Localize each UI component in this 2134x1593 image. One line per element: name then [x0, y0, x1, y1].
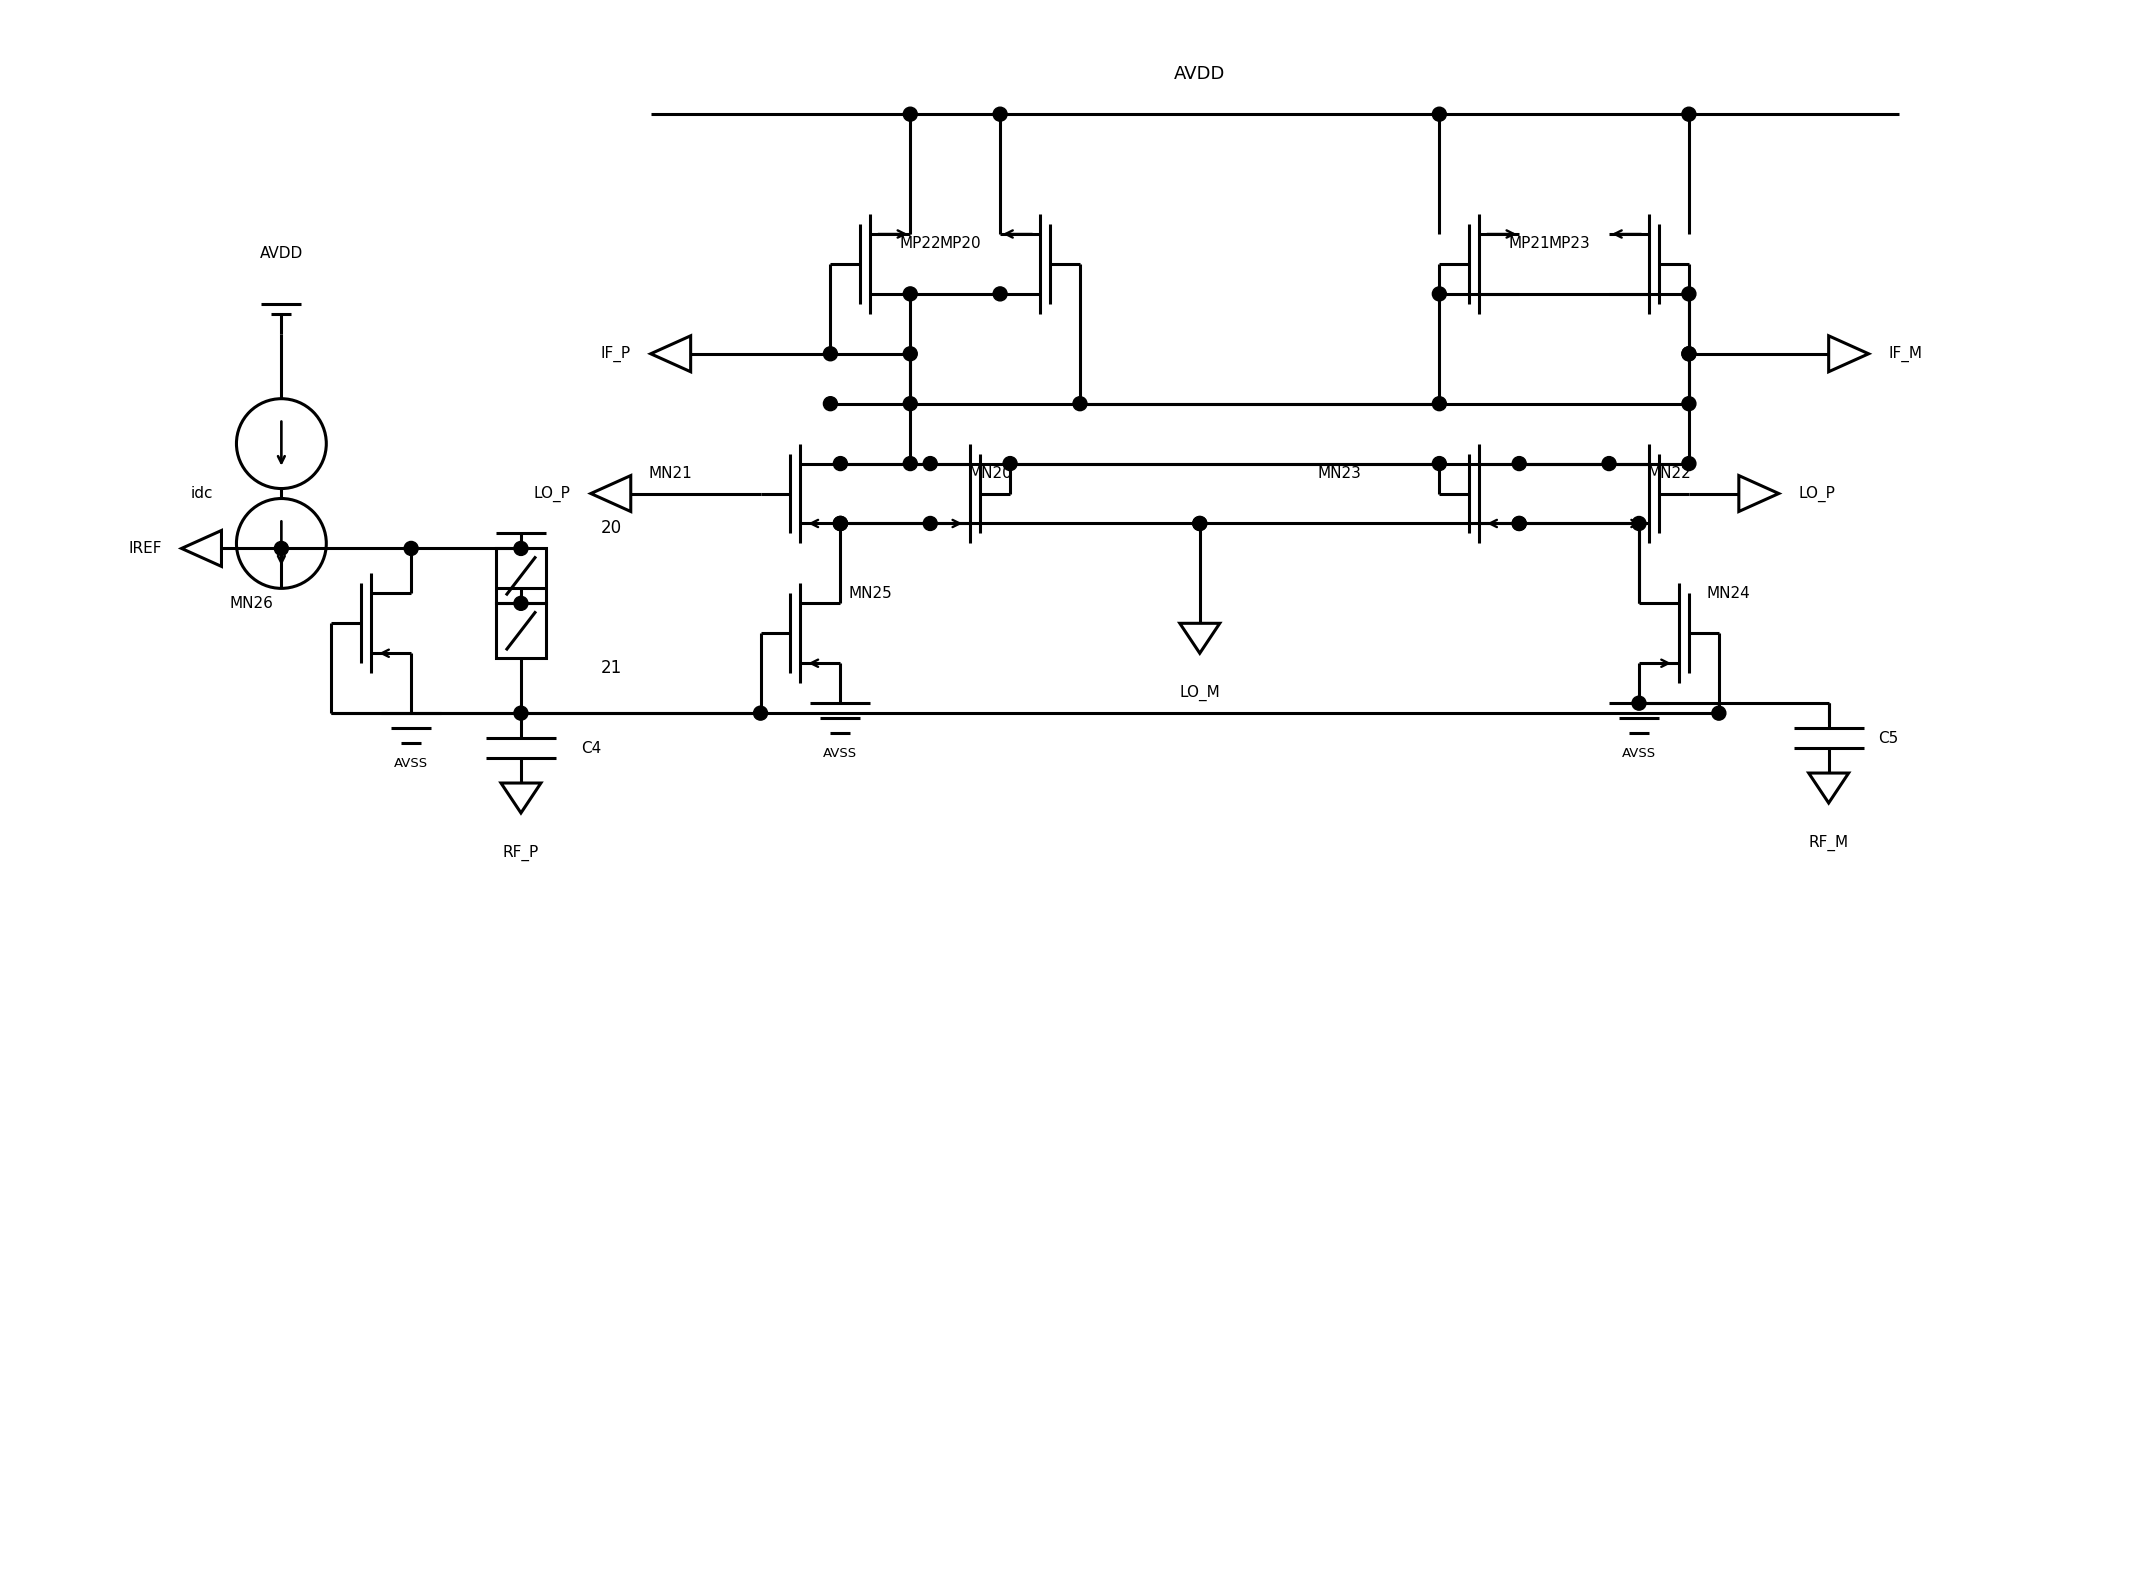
Circle shape — [1633, 696, 1645, 710]
Circle shape — [924, 457, 937, 470]
Text: MP22: MP22 — [898, 236, 941, 252]
Bar — [495, 548, 546, 604]
Text: RF_P: RF_P — [504, 844, 540, 860]
Text: LO_P: LO_P — [534, 486, 572, 502]
Circle shape — [834, 516, 847, 530]
Text: MN26: MN26 — [230, 596, 273, 610]
Circle shape — [924, 516, 937, 530]
Circle shape — [1193, 516, 1206, 530]
Circle shape — [824, 347, 837, 360]
Text: LO_P: LO_P — [1799, 486, 1835, 502]
Text: MN22: MN22 — [1647, 467, 1690, 481]
Circle shape — [514, 596, 527, 610]
Text: MP23: MP23 — [1549, 236, 1590, 252]
Circle shape — [1193, 516, 1206, 530]
Text: MN24: MN24 — [1707, 586, 1750, 601]
Circle shape — [1432, 457, 1447, 470]
Circle shape — [1432, 107, 1447, 121]
Text: 20: 20 — [602, 519, 621, 537]
Circle shape — [1432, 397, 1447, 411]
Text: AVSS: AVSS — [824, 747, 858, 760]
Circle shape — [903, 107, 918, 121]
Text: AVSS: AVSS — [1622, 747, 1656, 760]
Circle shape — [1513, 516, 1526, 530]
Text: AVDD: AVDD — [1174, 65, 1225, 83]
Bar — [495, 604, 546, 658]
Circle shape — [514, 706, 527, 720]
Text: MN21: MN21 — [649, 467, 694, 481]
Circle shape — [1513, 516, 1526, 530]
Circle shape — [1073, 397, 1086, 411]
Circle shape — [1682, 397, 1697, 411]
Circle shape — [514, 542, 527, 556]
Circle shape — [1682, 457, 1697, 470]
Text: idc: idc — [190, 486, 213, 502]
Circle shape — [1711, 706, 1726, 720]
Text: RF_M: RF_M — [1810, 835, 1848, 851]
Text: IF_P: IF_P — [600, 346, 632, 362]
Text: C4: C4 — [580, 741, 602, 755]
Circle shape — [1513, 457, 1526, 470]
Circle shape — [903, 347, 918, 360]
Circle shape — [753, 706, 768, 720]
Text: MP20: MP20 — [939, 236, 982, 252]
Text: C5: C5 — [1878, 731, 1899, 746]
Circle shape — [1603, 457, 1615, 470]
Circle shape — [403, 542, 418, 556]
Text: IF_M: IF_M — [1889, 346, 1923, 362]
Text: AVSS: AVSS — [395, 757, 429, 769]
Text: MN23: MN23 — [1317, 467, 1361, 481]
Circle shape — [1003, 457, 1018, 470]
Circle shape — [834, 457, 847, 470]
Circle shape — [1682, 287, 1697, 301]
Circle shape — [903, 397, 918, 411]
Circle shape — [992, 107, 1007, 121]
Text: MN20: MN20 — [969, 467, 1012, 481]
Text: AVDD: AVDD — [260, 247, 303, 261]
Circle shape — [824, 397, 837, 411]
Circle shape — [1682, 107, 1697, 121]
Circle shape — [1682, 347, 1697, 360]
Circle shape — [275, 542, 288, 556]
Text: LO_M: LO_M — [1180, 685, 1221, 701]
Circle shape — [1633, 516, 1645, 530]
Circle shape — [1432, 287, 1447, 301]
Circle shape — [1682, 347, 1697, 360]
Circle shape — [834, 516, 847, 530]
Circle shape — [903, 287, 918, 301]
Text: IREF: IREF — [128, 542, 162, 556]
Circle shape — [992, 287, 1007, 301]
Text: 21: 21 — [602, 660, 623, 677]
Text: MN25: MN25 — [849, 586, 892, 601]
Circle shape — [903, 457, 918, 470]
Circle shape — [834, 516, 847, 530]
Text: MP21: MP21 — [1509, 236, 1549, 252]
